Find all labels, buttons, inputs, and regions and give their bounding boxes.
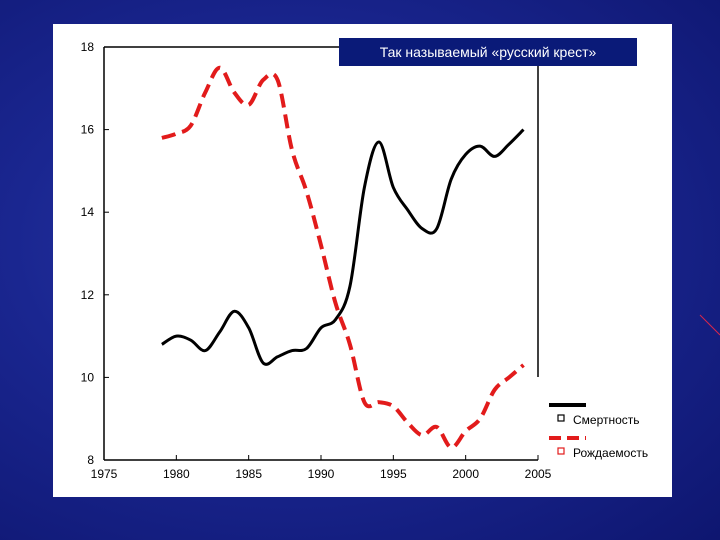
y-tick-label: 16 xyxy=(81,123,95,137)
x-tick-label: 1985 xyxy=(235,467,262,481)
legend-label-mortality: Смертность xyxy=(573,413,640,427)
legend-label-birth: Рождаемость xyxy=(573,446,648,460)
chart-legend: Смертность Рождаемость xyxy=(549,403,648,460)
legend-marker-birth xyxy=(557,447,565,455)
y-tick-label: 8 xyxy=(87,453,94,467)
x-tick-label: 1975 xyxy=(91,467,118,481)
decorative-line xyxy=(699,314,720,336)
x-tick-label: 2005 xyxy=(525,467,552,481)
x-tick-label: 1990 xyxy=(308,467,335,481)
series-line-mortality xyxy=(161,128,525,366)
x-tick-label: 1980 xyxy=(163,467,190,481)
chart-title: Так называемый «русский крест» xyxy=(339,38,637,66)
series-layer xyxy=(161,65,525,450)
x-tick-label: 2000 xyxy=(452,467,479,481)
chart-panel xyxy=(53,24,672,497)
chart-axes: 8 10 12 14 16 18 1975 1980 1985 1990 1995 2000 2005 xyxy=(81,40,552,481)
y-tick-label: 10 xyxy=(81,370,95,384)
x-tick-label: 1995 xyxy=(380,467,407,481)
legend-marker-mortality xyxy=(557,414,565,422)
series-line-birth xyxy=(161,65,525,450)
y-tick-label: 18 xyxy=(81,40,95,54)
y-tick-label: 14 xyxy=(81,205,95,219)
y-tick-label: 12 xyxy=(81,288,95,302)
